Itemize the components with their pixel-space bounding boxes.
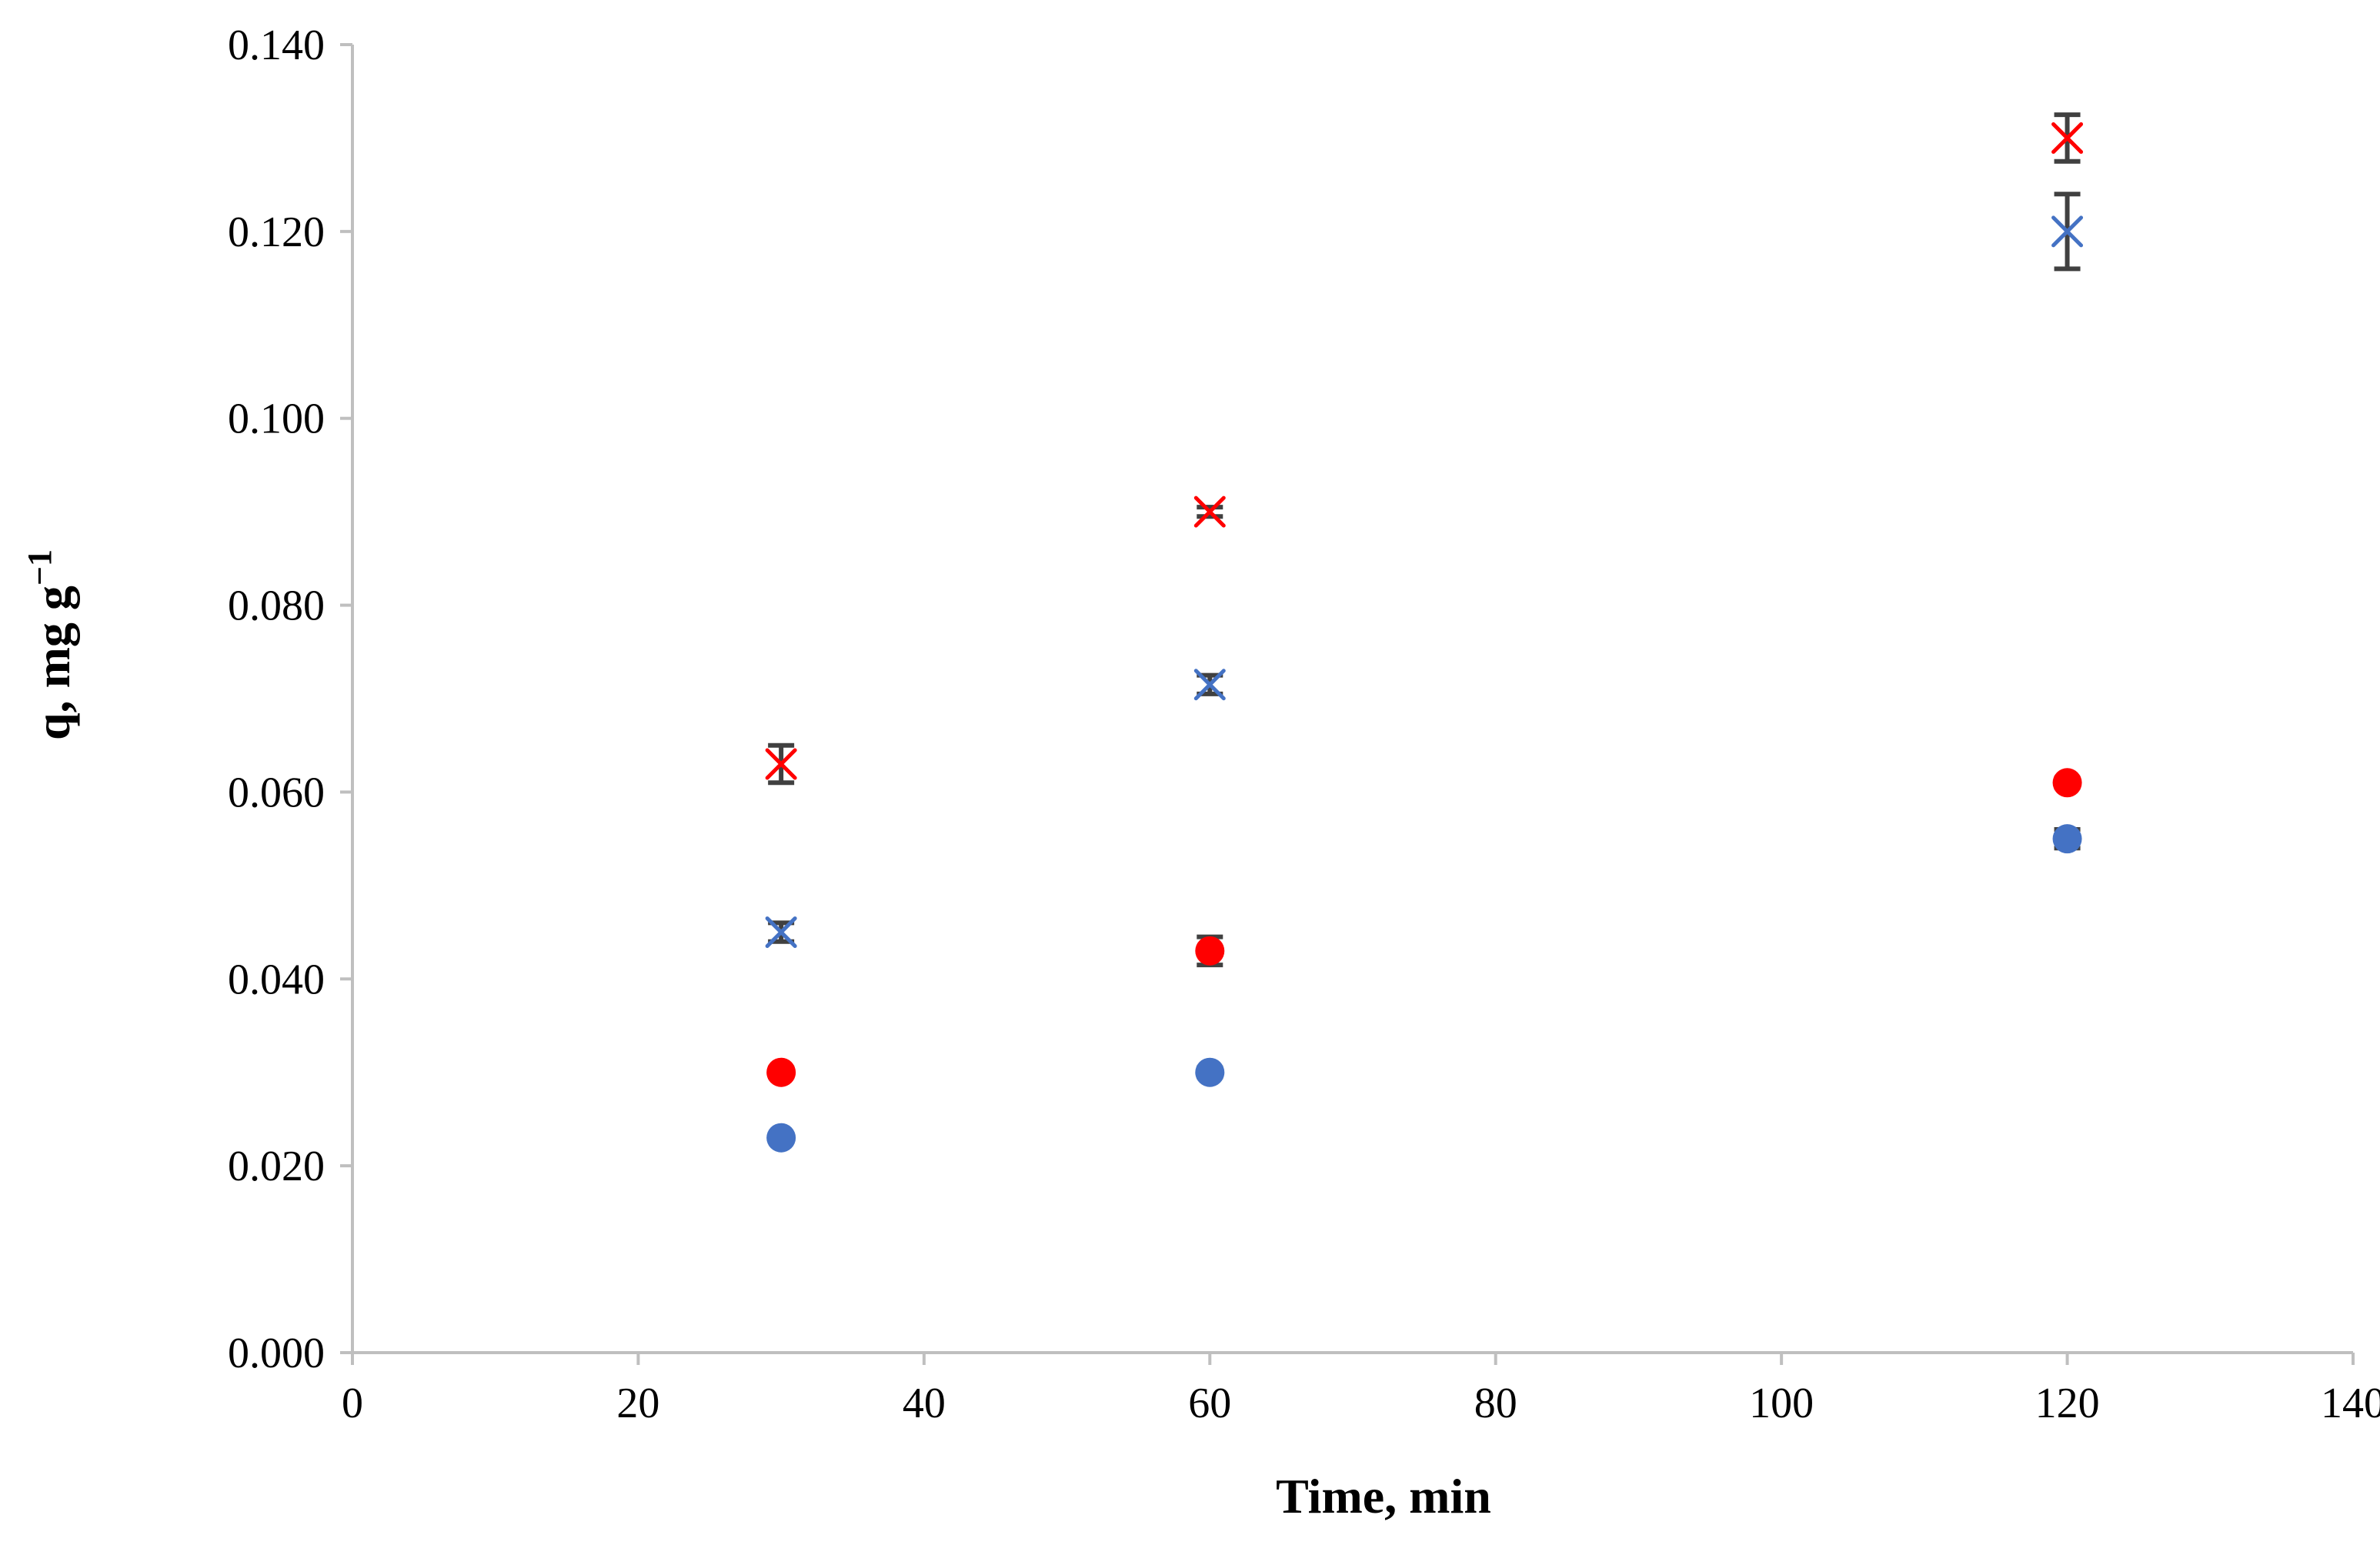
data-points (765, 122, 2084, 1153)
x-tick-label: 0 (342, 1380, 363, 1427)
x-tick-label: 140 (2321, 1380, 2380, 1427)
data-point-circle (2052, 824, 2082, 854)
y-tick-label: 0.060 (228, 769, 325, 816)
y-axis-title: q, mg g−1 (21, 549, 81, 740)
y-axis-title-base: q, mg g (25, 586, 80, 740)
x-tick-label: 40 (903, 1380, 946, 1427)
y-tick-label: 0.100 (228, 395, 325, 443)
data-point-x (765, 916, 797, 949)
x-tick-label: 100 (1749, 1380, 1814, 1427)
x-ticks: 0 20 40 60 80 100 120 140 (342, 1353, 2380, 1427)
data-point-x (1193, 669, 1226, 701)
y-axis-title-superscript: −1 (21, 549, 58, 586)
data-point-x (1193, 496, 1226, 528)
x-tick-label: 80 (1474, 1380, 1517, 1427)
data-point-circle (1195, 936, 1225, 966)
error-bars (768, 112, 2081, 1143)
axes (351, 45, 2353, 1354)
y-tick-label: 0.120 (228, 209, 325, 256)
data-point-x (2051, 215, 2084, 248)
y-tick-label: 0.080 (228, 582, 325, 630)
x-tick-label: 20 (616, 1380, 659, 1427)
data-point-circle (2052, 768, 2082, 798)
x-tick-label: 120 (2035, 1380, 2100, 1427)
data-point-circle (1195, 1057, 1225, 1087)
data-point-x (2051, 122, 2084, 154)
x-tick-label: 60 (1188, 1380, 1231, 1427)
x-axis-title: Time, min (1276, 1469, 1491, 1523)
y-tick-label: 0.000 (228, 1330, 325, 1377)
data-point-circle (766, 1057, 796, 1087)
y-tick-label: 0.140 (228, 22, 325, 69)
y-ticks: 0.000 0.020 0.040 0.060 0.080 0.100 0.120 0.140 (228, 22, 352, 1377)
data-point-x (765, 748, 797, 780)
data-point-circle (766, 1123, 796, 1153)
y-tick-label: 0.020 (228, 1143, 325, 1190)
y-tick-label: 0.040 (228, 956, 325, 1003)
